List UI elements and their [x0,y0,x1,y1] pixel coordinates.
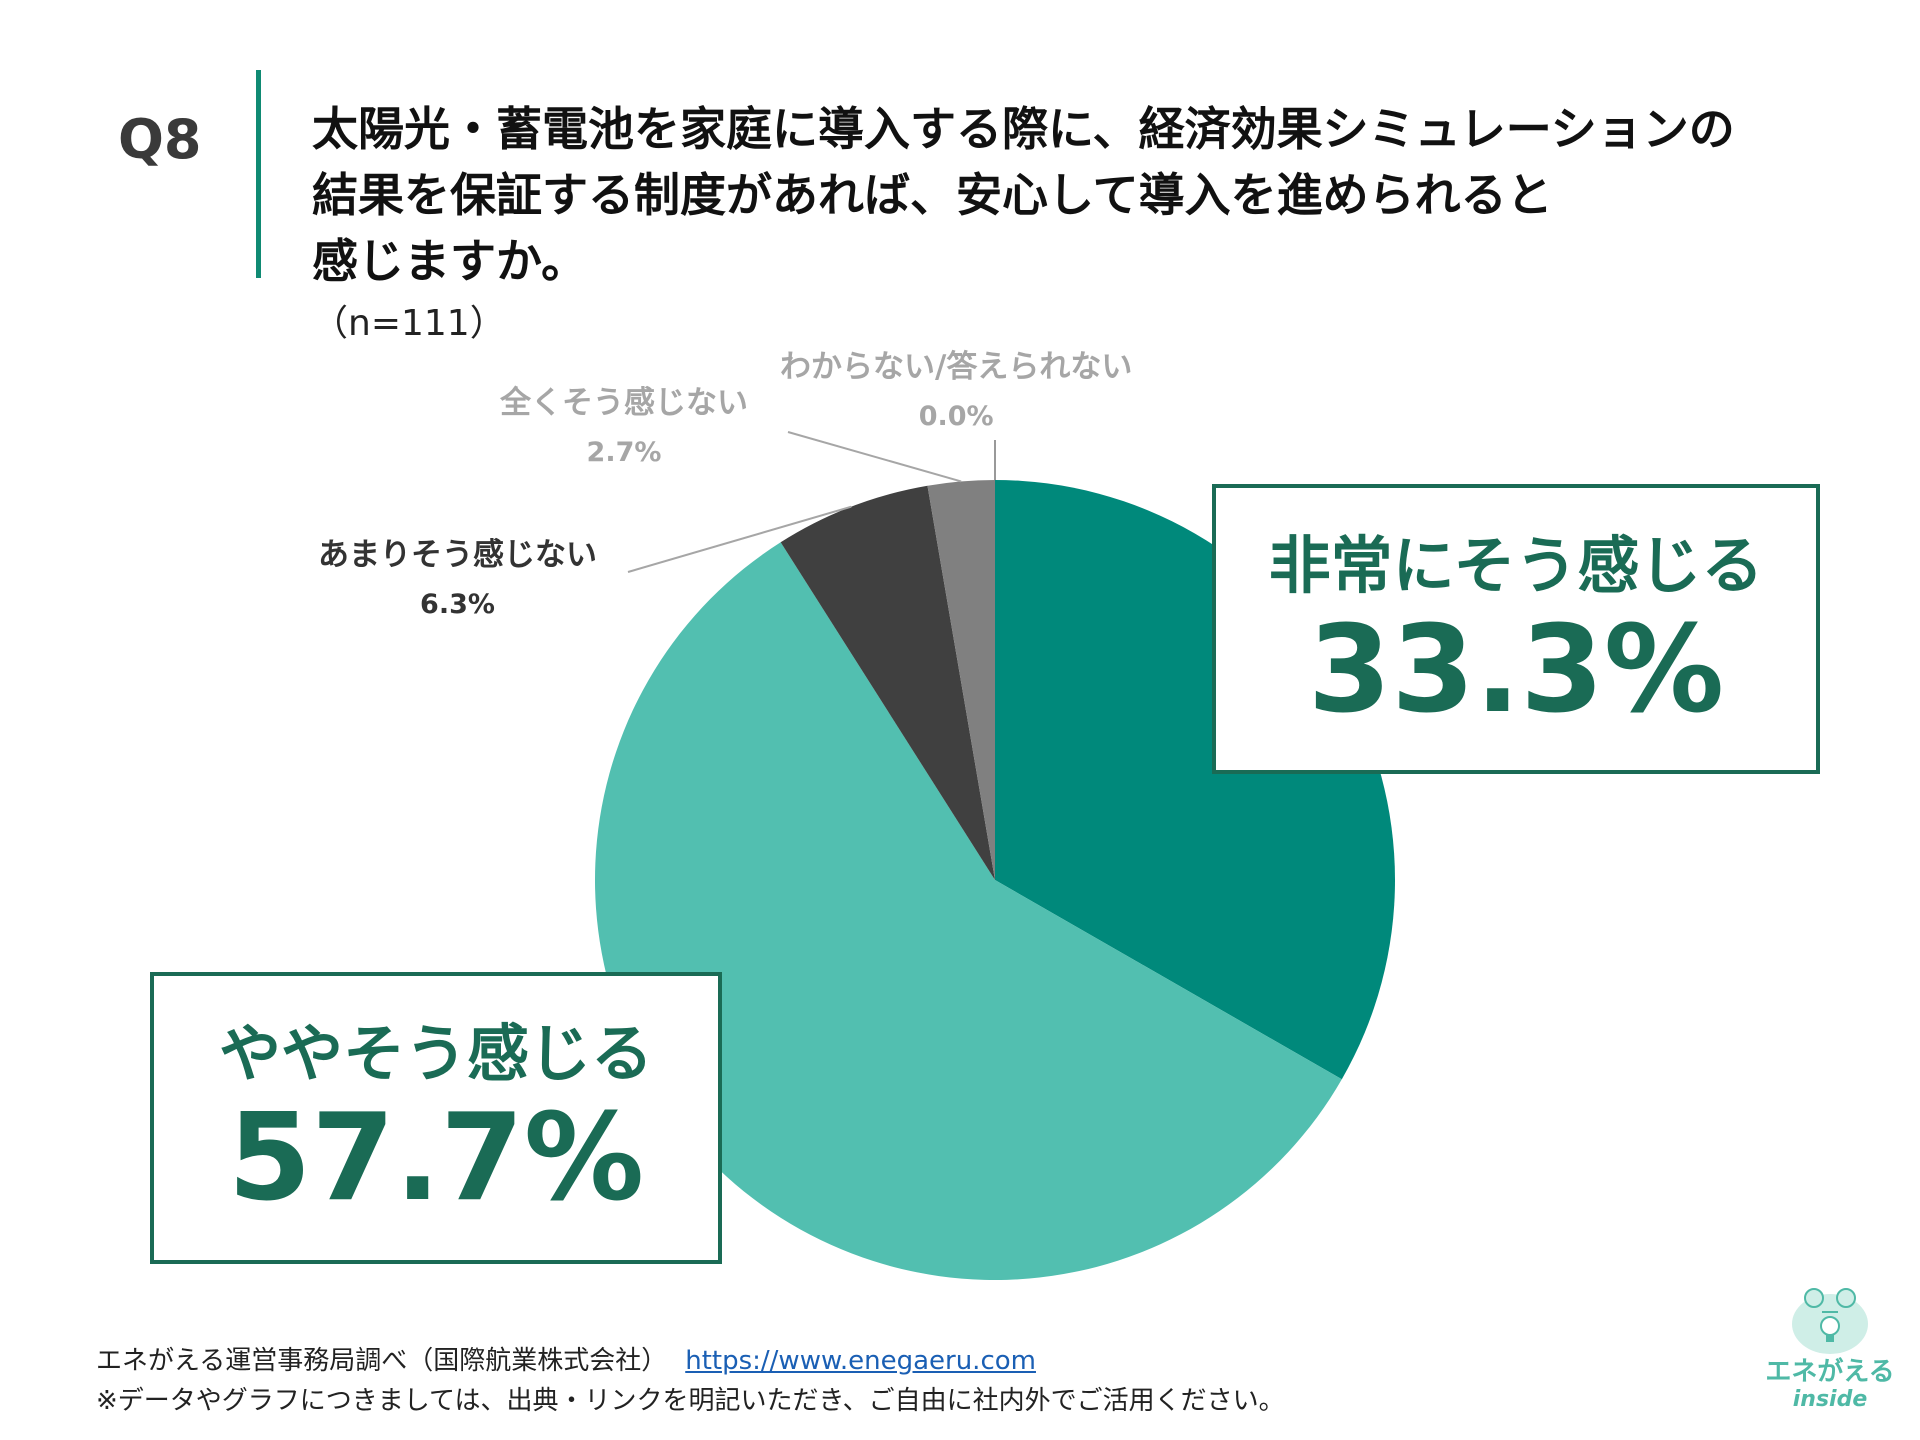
slice-label-strongly-agree-name: 非常にそう感じる [1268,529,1764,602]
footer-note: ※データやグラフにつきましては、出典・リンクを明記いただき、ご自由に社内外でご活… [96,1386,1285,1416]
slice-label-dont-know-name: わからない/答えられない [780,349,1133,385]
slice-label-not-much-name: あまりそう感じない [318,537,597,573]
slice-label-not-much: あまりそう感じない 6.3% [318,530,597,630]
footer-source: エネがえる運営事務局調べ（国際航業株式会社） https://www.enegae… [96,1340,1036,1377]
slice-label-not-at-all-value: 2.7% [586,437,662,468]
question-line-2: 結果を保証する制度があれば、安心して導入を進められると [312,168,1553,222]
question-divider [256,70,261,278]
leader-line-not-much [627,505,852,573]
footer-source-text: エネがえる運営事務局調べ（国際航業株式会社） [96,1346,668,1376]
lightbulb-mascot-icon [1788,1282,1872,1356]
logo-sub: inside [1792,1387,1868,1412]
footer-link[interactable]: https://www.enegaeru.com [685,1346,1036,1376]
slice-label-not-at-all-name: 全くそう感じない [500,385,748,421]
slice-label-strongly-agree-value: 33.3% [1307,601,1725,740]
slice-label-somewhat-agree-name: ややそう感じる [218,1017,653,1090]
leader-lines [627,431,962,573]
leader-line-not-at-all [787,431,962,483]
slice-label-somewhat-agree: ややそう感じる 57.7% [150,972,722,1264]
question-number: Q8 [118,108,202,171]
slice-label-somewhat-agree-value: 57.7% [227,1089,645,1228]
question-text: 太陽光・蓄電池を家庭に導入する際に、経済効果シミュレーションの 結果を保証する制… [312,96,1872,294]
slice-not-much [780,485,995,880]
question-line-3: 感じますか。 [312,234,588,288]
slice-label-strongly-agree: 非常にそう感じる 33.3% [1212,484,1820,774]
logo: エネがえる inside [1760,1282,1900,1432]
slice-label-not-at-all: 全くそう感じない 2.7% [500,378,748,478]
slice-label-dont-know-value: 0.0% [918,401,994,432]
slice-label-dont-know: わからない/答えられない 0.0% [780,342,1132,442]
logo-name: エネがえる [1765,1357,1895,1387]
slice-label-not-much-value: 6.3% [420,589,495,620]
slice-not-at-all [927,480,995,880]
question-line-1: 太陽光・蓄電池を家庭に導入する際に、経済効果シミュレーションの [312,102,1735,156]
slice-somewhat-agree [594,542,1342,1281]
sample-size: （n=111） [312,303,506,344]
